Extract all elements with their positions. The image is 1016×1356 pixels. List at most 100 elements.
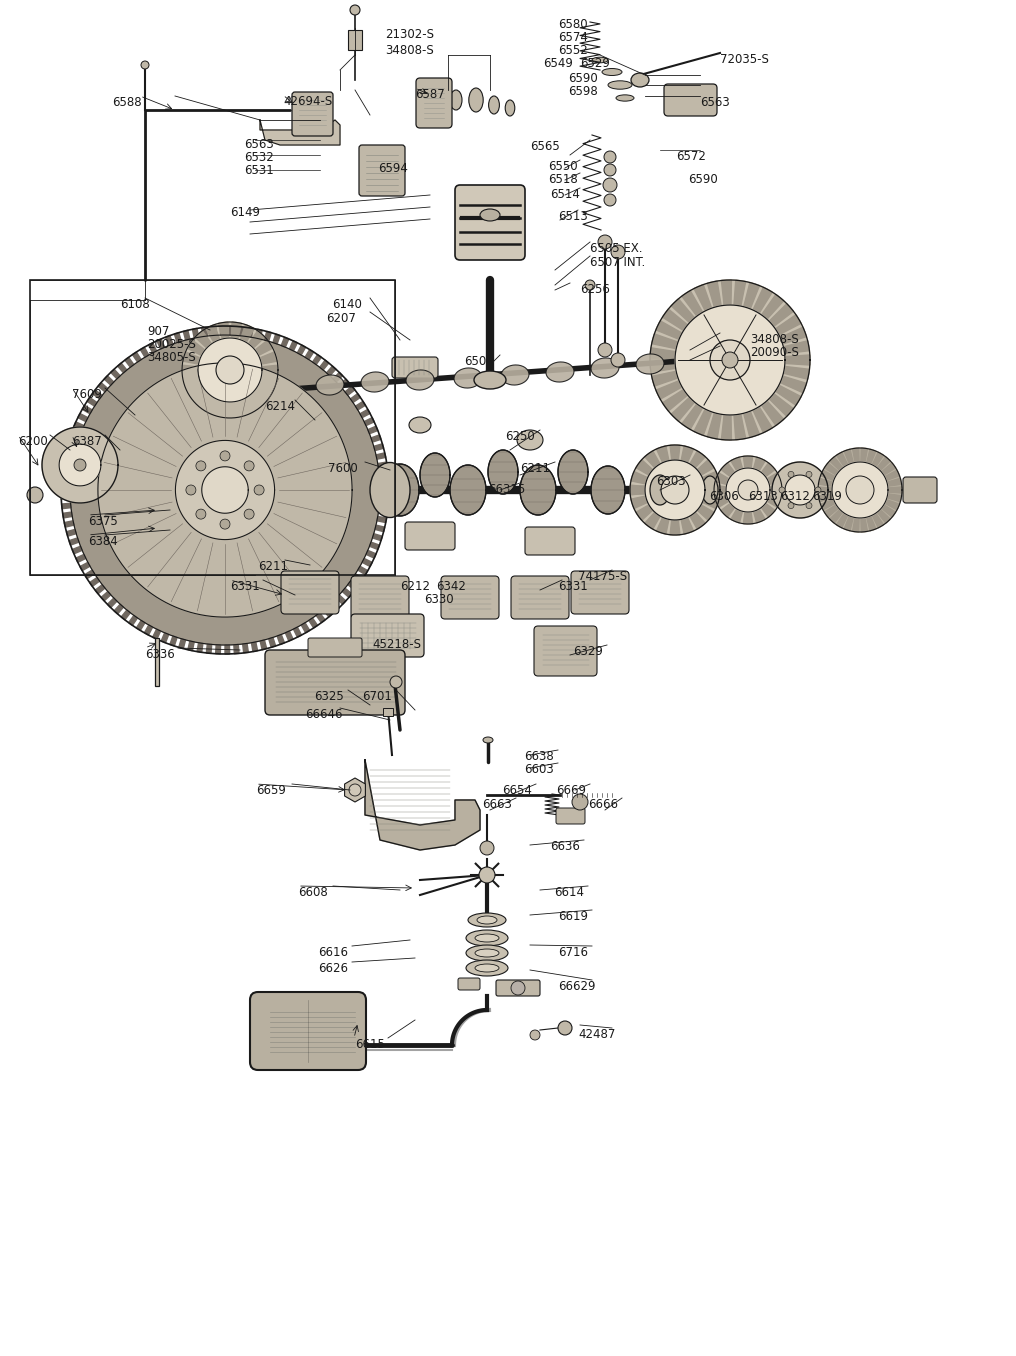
Polygon shape <box>192 328 198 338</box>
Text: 6598: 6598 <box>568 85 597 98</box>
Ellipse shape <box>450 465 486 515</box>
Text: 6330: 6330 <box>424 593 453 606</box>
Polygon shape <box>380 480 389 485</box>
Polygon shape <box>785 355 810 365</box>
Circle shape <box>141 61 149 69</box>
Circle shape <box>806 472 812 477</box>
Polygon shape <box>690 513 705 529</box>
Polygon shape <box>65 449 75 454</box>
Polygon shape <box>202 466 248 514</box>
Polygon shape <box>336 595 345 605</box>
Circle shape <box>350 5 360 15</box>
FancyBboxPatch shape <box>458 978 480 990</box>
Text: 6514: 6514 <box>550 188 580 201</box>
Polygon shape <box>636 504 653 521</box>
Polygon shape <box>358 567 368 575</box>
Polygon shape <box>780 327 807 344</box>
Text: 6531: 6531 <box>244 164 273 178</box>
Polygon shape <box>697 504 714 521</box>
Ellipse shape <box>517 430 543 450</box>
Polygon shape <box>877 457 890 471</box>
Polygon shape <box>844 449 853 464</box>
Polygon shape <box>92 391 103 399</box>
Text: 6594: 6594 <box>378 161 407 175</box>
Text: 74175-S: 74175-S <box>578 570 627 583</box>
Circle shape <box>530 1031 539 1040</box>
Text: 6638: 6638 <box>524 750 554 763</box>
Text: 6552: 6552 <box>558 43 587 57</box>
FancyBboxPatch shape <box>416 79 452 127</box>
Polygon shape <box>656 446 669 462</box>
FancyBboxPatch shape <box>265 650 405 715</box>
Polygon shape <box>63 457 73 464</box>
Polygon shape <box>347 582 358 590</box>
Text: 6549: 6549 <box>543 57 573 71</box>
Polygon shape <box>241 397 254 415</box>
Polygon shape <box>775 385 802 405</box>
Polygon shape <box>694 410 711 435</box>
Text: 6513: 6513 <box>558 210 587 222</box>
Text: 21302-S: 21302-S <box>385 28 434 41</box>
Ellipse shape <box>650 475 670 504</box>
Text: 42694-S: 42694-S <box>283 95 332 108</box>
Polygon shape <box>260 640 266 650</box>
Text: 907: 907 <box>147 325 170 338</box>
Polygon shape <box>218 401 229 418</box>
Polygon shape <box>767 495 781 507</box>
Polygon shape <box>62 466 71 472</box>
Polygon shape <box>631 496 647 508</box>
Bar <box>30 279 395 575</box>
Polygon shape <box>183 376 200 388</box>
Polygon shape <box>830 510 843 523</box>
Polygon shape <box>255 340 272 355</box>
Polygon shape <box>690 452 705 468</box>
Polygon shape <box>78 414 88 422</box>
Polygon shape <box>761 503 775 517</box>
Polygon shape <box>780 376 807 393</box>
Circle shape <box>244 461 254 471</box>
Text: 6529: 6529 <box>580 57 610 71</box>
Ellipse shape <box>450 89 462 110</box>
Polygon shape <box>377 517 387 522</box>
Polygon shape <box>769 393 793 416</box>
Polygon shape <box>206 324 219 342</box>
Polygon shape <box>183 331 190 340</box>
Text: 6565: 6565 <box>530 140 560 153</box>
Text: 34808-S: 34808-S <box>385 43 434 57</box>
Polygon shape <box>220 325 225 335</box>
Polygon shape <box>379 472 388 477</box>
Circle shape <box>558 1021 572 1035</box>
Text: 6505 EX.: 6505 EX. <box>590 241 642 255</box>
Text: 6387: 6387 <box>72 435 102 447</box>
Polygon shape <box>867 515 876 530</box>
Text: 6306: 6306 <box>709 490 739 503</box>
FancyBboxPatch shape <box>571 571 629 614</box>
Text: 6590: 6590 <box>688 174 717 186</box>
Text: 6329: 6329 <box>573 645 602 658</box>
Polygon shape <box>821 471 835 480</box>
Polygon shape <box>330 601 339 610</box>
FancyBboxPatch shape <box>525 527 575 555</box>
Polygon shape <box>368 426 378 434</box>
Circle shape <box>604 194 616 206</box>
Polygon shape <box>365 759 480 850</box>
Polygon shape <box>783 366 810 380</box>
Text: 6550: 6550 <box>548 160 578 174</box>
Polygon shape <box>156 339 165 348</box>
Circle shape <box>604 151 616 163</box>
Text: 6615: 6615 <box>355 1037 385 1051</box>
Polygon shape <box>197 643 203 652</box>
Text: 6572: 6572 <box>676 151 706 163</box>
Circle shape <box>390 677 402 687</box>
Ellipse shape <box>592 57 608 62</box>
Polygon shape <box>783 340 810 354</box>
Polygon shape <box>830 457 843 471</box>
Text: 45218-S: 45218-S <box>372 639 421 651</box>
Polygon shape <box>366 551 376 559</box>
Polygon shape <box>183 353 200 365</box>
Polygon shape <box>714 485 726 495</box>
Polygon shape <box>651 372 678 386</box>
Polygon shape <box>888 487 902 494</box>
Text: 6626: 6626 <box>318 961 348 975</box>
Polygon shape <box>211 327 216 335</box>
